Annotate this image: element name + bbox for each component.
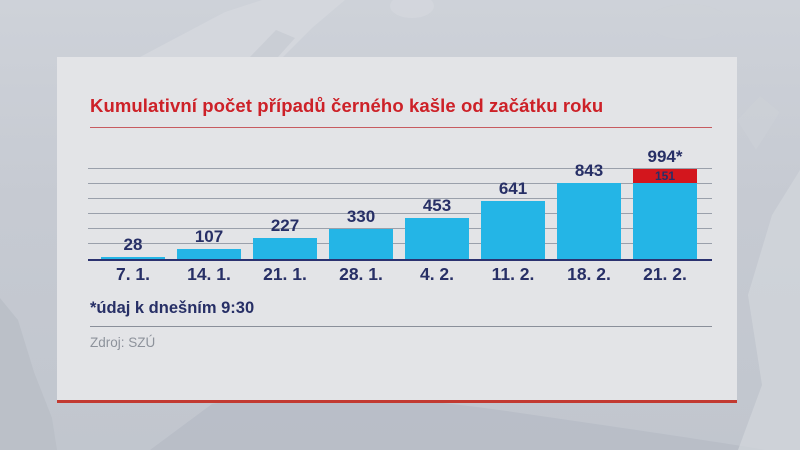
x-axis-label: 11. 2. — [491, 264, 535, 284]
bar-value-label: 843 — [574, 160, 604, 180]
gridline — [88, 228, 712, 229]
x-axis-label: 7. 1. — [115, 264, 151, 284]
x-axis-label: 14. 1. — [187, 264, 231, 284]
chart-card: Kumulativní počet případů černého kašle … — [57, 57, 737, 403]
gridline — [88, 213, 712, 214]
x-axis-label: 4. 2. — [419, 264, 455, 284]
gridline — [88, 198, 712, 199]
bar-value-label: 453 — [422, 196, 452, 215]
bar — [557, 182, 621, 259]
bar-chart-plot: 28 107 227 330 453 641 843 151 994* — [88, 147, 712, 259]
bar: 151 — [633, 169, 697, 259]
bar-value-label: 107 — [194, 227, 224, 247]
x-axis-label: 28. 1. — [339, 264, 383, 284]
title-underline — [90, 127, 712, 128]
bar — [481, 201, 545, 259]
bar — [101, 256, 165, 259]
bar — [177, 249, 241, 259]
footnote-divider — [90, 326, 712, 327]
gridline — [88, 243, 712, 244]
x-axis-labels: 7. 1. 14. 1. 21. 1. 28. 1. 4. 2. 11. 2. 18. 2.… — [88, 264, 712, 288]
source-label: Zdroj: SZÚ — [90, 335, 156, 350]
increment-label: 151 — [654, 169, 676, 183]
gridline — [88, 183, 712, 184]
bar-value-label: 641 — [498, 179, 528, 198]
bar — [253, 238, 317, 259]
bar-value-label: 28 — [123, 234, 143, 254]
footnote: *údaj k dnešním 9:30 — [90, 299, 255, 317]
x-axis-line — [88, 259, 712, 261]
x-axis-label: 21. 2. — [643, 264, 687, 284]
bar-value-label: 994* — [647, 147, 683, 166]
x-axis-label: 18. 2. — [567, 264, 611, 284]
bar-value-label: 330 — [346, 207, 376, 227]
chart-title: Kumulativní počet případů černého kašle … — [90, 95, 604, 116]
gridline — [88, 168, 712, 169]
bar — [329, 229, 393, 259]
bar-increment-segment: 151 — [633, 169, 697, 183]
bar-value-label: 227 — [270, 216, 300, 236]
bar — [405, 218, 469, 259]
x-axis-label: 21. 1. — [263, 264, 307, 284]
